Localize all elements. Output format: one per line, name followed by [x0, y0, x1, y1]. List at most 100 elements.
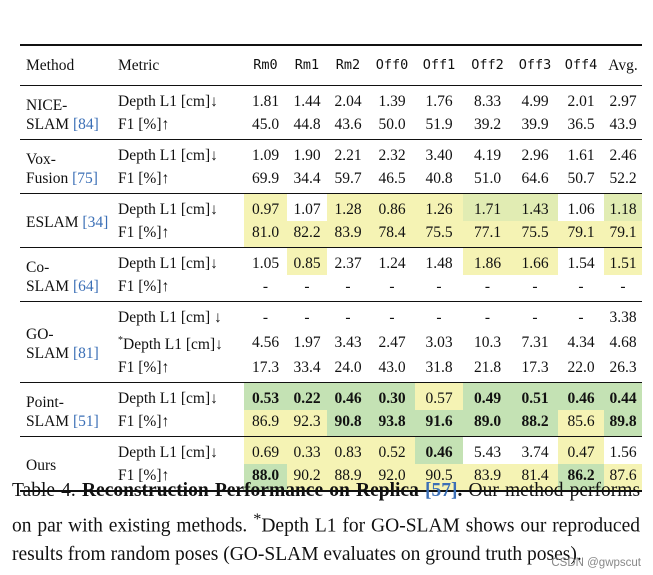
- value-cell: 64.6: [521, 170, 549, 187]
- value-cell: 89.8: [604, 410, 642, 437]
- table-caption: Table 4. Reconstruction Performance on R…: [12, 476, 640, 570]
- method-name: ESLAM [34]: [26, 214, 109, 231]
- table-row: NICE- SLAM [84] Depth L1 [cm]↓ 1.81 1.44 2.04…: [20, 86, 642, 133]
- value-cell: 0.33: [287, 436, 327, 465]
- value-cell: 0.57: [415, 382, 463, 411]
- value-cell: 3.43: [334, 334, 362, 352]
- citation-link[interactable]: [34]: [82, 214, 109, 231]
- value-cell: 0.46: [558, 382, 604, 411]
- header-off3: Off3: [518, 57, 552, 73]
- metric-label: F1 [%]↑: [118, 224, 170, 241]
- value-cell: 2.96: [521, 147, 549, 164]
- value-cell: 17.3: [251, 359, 280, 377]
- value-cell: 1.07: [293, 201, 321, 218]
- value-cell: 5.43: [473, 444, 502, 462]
- value-cell: 1.76: [425, 93, 453, 110]
- value-cell: -: [532, 309, 538, 326]
- value-cell: 91.6: [415, 410, 463, 437]
- value-cell: 87.6: [604, 464, 642, 492]
- value-cell: -: [304, 309, 310, 326]
- value-cell: 1.71: [463, 193, 512, 221]
- value-cell: 0.52: [369, 436, 415, 465]
- value-cell: -: [578, 278, 584, 295]
- value-cell: 1.90: [293, 147, 321, 164]
- method-group: Ours Depth L1 [cm]↓ 0.69 0.33 0.83 0.52 0.46 5.…: [20, 436, 642, 492]
- value-cell: 1.06: [567, 201, 595, 218]
- citation-link[interactable]: [75]: [72, 169, 98, 187]
- value-cell: 1.51: [604, 247, 642, 275]
- value-cell: 50.7: [567, 170, 595, 187]
- results-table: Method Metric Rm0 Rm1 Rm2 Off0 Off1 Off2…: [20, 44, 642, 492]
- table-row: Co- SLAM [64] Depth L1 [cm]↓ 1.05 0.85 2.37 1.…: [20, 247, 642, 295]
- metric-label: F1 [%]↑: [118, 467, 170, 485]
- value-cell: 4.68: [609, 334, 637, 352]
- value-cell: 0.47: [558, 436, 604, 465]
- table-row: F1 [%]↑ 45.0 44.8 43.6 50.0 51.9 39.2 39.9 36.5 4…: [20, 113, 642, 140]
- value-cell: 0.97: [244, 193, 287, 221]
- value-cell: 0.85: [287, 247, 327, 275]
- value-cell: 22.0: [567, 359, 595, 377]
- metric-label: F1 [%]↑: [118, 170, 170, 187]
- caption-title-ref[interactable]: [57]: [425, 479, 458, 501]
- value-cell: 1.43: [512, 193, 558, 221]
- value-cell: 2.32: [378, 147, 406, 164]
- value-cell: 0.22: [287, 382, 327, 411]
- method-name: Vox- Fusion [75]: [26, 150, 98, 187]
- caption-text-2: Depth L1 for GO-SLAM shows our reproduce…: [12, 515, 640, 565]
- method-group: ESLAM [34] Depth L1 [cm]↓ 0.97 1.07 1.28 0.86…: [20, 193, 642, 248]
- table-row: ESLAM [34] Depth L1 [cm]↓ 0.97 1.07 1.28 0.86…: [20, 193, 642, 231]
- value-cell: 40.8: [425, 170, 453, 187]
- value-cell: 3.38: [609, 309, 637, 326]
- value-cell: 4.56: [251, 334, 280, 352]
- value-cell: 3.74: [521, 444, 549, 462]
- value-cell: 10.3: [473, 334, 502, 352]
- value-cell: 0.86: [369, 193, 415, 221]
- metric-label: Depth L1 [cm]↓: [118, 444, 218, 462]
- value-cell: 2.37: [334, 255, 362, 272]
- metric-label: Depth L1 [cm]↓: [118, 93, 218, 110]
- value-cell: -: [620, 278, 626, 295]
- value-cell: -: [578, 309, 584, 326]
- value-cell: 24.0: [334, 359, 362, 377]
- method-group: Point- SLAM [51] Depth L1 [cm]↓ 0.53 0.22 0.4…: [20, 382, 642, 437]
- citation-link[interactable]: [51]: [72, 412, 99, 430]
- table-row: Ours Depth L1 [cm]↓ 0.69 0.33 0.83 0.52 0.46 5.…: [20, 436, 642, 474]
- value-cell: -: [262, 309, 269, 326]
- value-cell: 4.34: [567, 334, 595, 352]
- value-cell: 17.3: [521, 359, 549, 377]
- value-cell: 81.0: [244, 221, 287, 248]
- value-cell: 1.97: [293, 334, 321, 352]
- citation-link[interactable]: [84]: [72, 115, 99, 133]
- header-method: Method: [26, 57, 75, 74]
- citation-link[interactable]: [81]: [72, 345, 99, 363]
- value-cell: 81.4: [512, 464, 558, 492]
- value-cell: 1.54: [567, 255, 595, 272]
- metric-label: Depth L1 [cm]↓: [118, 390, 218, 408]
- results-table-container: Method Metric Rm0 Rm1 Rm2 Off0 Off1 Off2…: [20, 44, 642, 492]
- value-cell: -: [484, 309, 491, 326]
- table-row: F1 [%]↑ - - - - - - - - -: [20, 275, 642, 302]
- value-cell: 1.05: [251, 255, 280, 272]
- value-cell: 34.4: [293, 170, 321, 187]
- header-rm2: Rm2: [335, 57, 361, 73]
- value-cell: 8.33: [473, 93, 502, 110]
- value-cell: 1.44: [293, 93, 321, 110]
- value-cell: 1.86: [463, 247, 512, 275]
- citation-link[interactable]: [64]: [72, 277, 99, 295]
- value-cell: 92.3: [287, 410, 327, 437]
- value-cell: 0.46: [415, 436, 463, 465]
- value-cell: 1.24: [378, 255, 406, 272]
- method-name: Ours: [26, 457, 57, 475]
- value-cell: 46.5: [378, 170, 406, 187]
- header-off4: Off4: [564, 57, 598, 73]
- value-cell: -: [345, 278, 351, 295]
- value-cell: 0.83: [327, 436, 369, 465]
- value-cell: 79.1: [604, 221, 642, 248]
- metric-label: Depth L1 [cm]↓: [118, 147, 218, 164]
- value-cell: 0.53: [244, 382, 287, 411]
- value-cell: 44.8: [293, 116, 321, 133]
- table-header: Method Metric Rm0 Rm1 Rm2 Off0 Off1 Off2…: [20, 45, 642, 86]
- value-cell: 0.44: [604, 382, 642, 411]
- table-row: GO- SLAM [81] Depth L1 [cm] ↓ - - - - - - - - 3.38: [20, 302, 642, 362]
- metric-label: Depth L1 [cm]↓: [118, 255, 218, 272]
